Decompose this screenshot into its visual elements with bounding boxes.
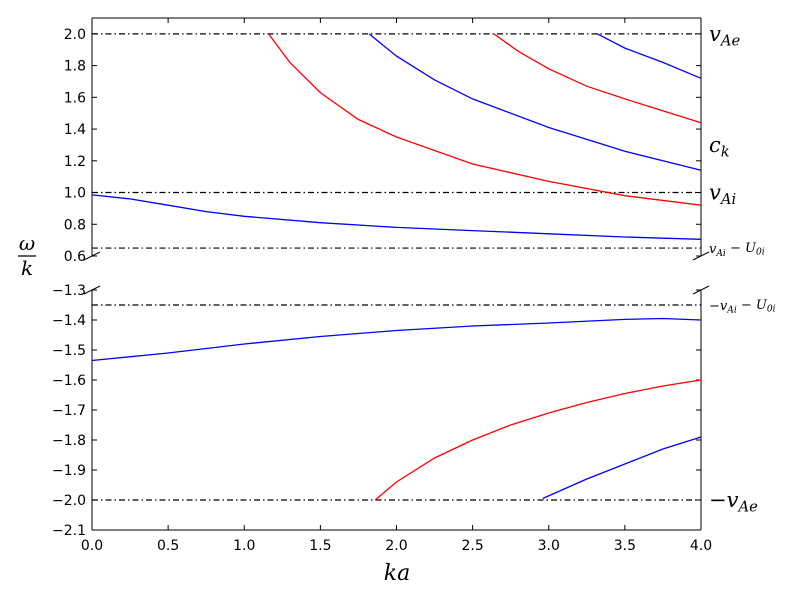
top-series-line <box>268 33 702 206</box>
top-series-line <box>597 33 702 79</box>
bottom-y-tick-label: −1.7 <box>52 403 86 419</box>
top-y-tick-label: 1.4 <box>64 122 86 138</box>
bottom-y-tick-label: −1.6 <box>52 373 86 389</box>
top-series-line <box>91 194 702 240</box>
top-reference-label: vAe <box>709 22 740 49</box>
x-tick-label: 1.5 <box>309 538 331 554</box>
bottom-y-tick-label: −2.0 <box>52 493 86 509</box>
y-axis-label-omega: ω <box>19 231 35 255</box>
x-axis-label: ka <box>384 561 410 586</box>
x-tick-label: 1.0 <box>233 538 255 554</box>
x-tick-label: 0.0 <box>81 538 103 554</box>
bottom-series-line <box>91 317 702 362</box>
top-y-tick-label: 1.6 <box>64 90 86 106</box>
top-y-tick-label: 2.0 <box>64 27 86 43</box>
top-y-tick-label: 1.8 <box>64 59 86 75</box>
y-axis-label: ω k <box>18 231 36 280</box>
x-tick-label: 2.5 <box>461 538 483 554</box>
x-tick-label: 4.0 <box>690 538 712 554</box>
bottom-reference-label: −vAe <box>709 488 758 515</box>
top-y-tick-label: 0.6 <box>64 249 86 265</box>
top-reference-label: vAi − U0i <box>709 241 765 259</box>
bottom-y-tick-label: −2.1 <box>52 523 86 539</box>
top-series-line <box>368 33 702 171</box>
x-tick-label: 0.5 <box>157 538 179 554</box>
panel-top: 0.6 0.8 1.0 1.2 1.4 1.6 1.8 2.0 vAe vAi vAi − U0i c… <box>64 17 765 265</box>
bottom-series-line <box>542 436 702 500</box>
bottom-y-tick-label: −1.3 <box>52 283 86 299</box>
x-axis: 0.0 0.5 1.0 1.5 2.0 2.5 3.0 3.5 4.0 <box>81 18 712 554</box>
top-y-tick-label: 1.0 <box>64 186 86 202</box>
top-y-tick-label: 0.8 <box>64 217 86 233</box>
bottom-y-tick-label: −1.4 <box>52 313 86 329</box>
y-axis-label-k: k <box>21 256 33 280</box>
x-tick-label: 2.0 <box>385 538 407 554</box>
bottom-y-tick-label: −1.9 <box>52 463 86 479</box>
top-reference-label: vAi <box>709 181 736 208</box>
top-series-line <box>493 33 702 124</box>
x-tick-label: 3.5 <box>614 538 636 554</box>
bottom-y-tick-label: −1.5 <box>52 343 86 359</box>
panel-bottom: −2.1 −2.0 −1.9 −1.8 −1.7 −1.6 −1.5 −1.4 −1.3 −vAi… <box>52 283 776 539</box>
top-y-tick-label: 1.2 <box>64 154 86 170</box>
bottom-reference-label: −vAi − U0i <box>709 298 776 316</box>
top-annotation-label: ck <box>709 133 730 160</box>
bottom-y-tick-label: −1.8 <box>52 433 86 449</box>
x-tick-label: 3.0 <box>538 538 560 554</box>
bottom-series-line <box>374 379 702 501</box>
